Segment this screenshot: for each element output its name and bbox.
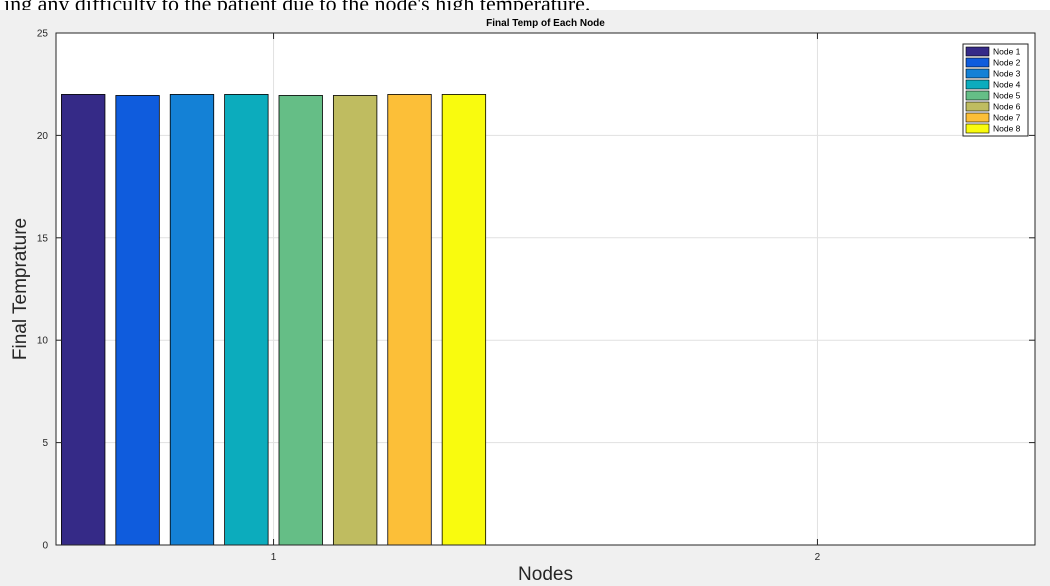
x-tick-label: 1 xyxy=(271,552,277,563)
legend-label: Node 8 xyxy=(993,124,1021,134)
x-tick-label: 2 xyxy=(815,552,821,563)
legend-swatch xyxy=(965,101,990,112)
y-tick-label: 0 xyxy=(42,541,48,552)
y-tick-label: 20 xyxy=(37,131,49,142)
legend-swatch xyxy=(965,57,990,68)
legend-label: Node 3 xyxy=(993,69,1021,79)
legend-label: Node 7 xyxy=(993,113,1021,123)
legend-label: Node 4 xyxy=(993,80,1021,90)
legend-label: Node 6 xyxy=(993,102,1021,112)
bar-node-5 xyxy=(278,95,323,546)
chart-title: Final Temp of Each Node xyxy=(486,18,605,29)
x-axis-title: Nodes xyxy=(518,564,573,585)
y-tick-label: 5 xyxy=(42,438,48,449)
bar-node-2 xyxy=(115,95,160,546)
legend-swatch xyxy=(965,68,990,79)
bar-node-4 xyxy=(224,94,269,546)
y-tick-label: 15 xyxy=(37,233,49,244)
legend-label: Node 5 xyxy=(993,91,1021,101)
figure-window: Final Temp of Each Node Final Temprature… xyxy=(0,10,1050,586)
legend-swatch xyxy=(965,46,990,57)
y-axis-title: Final Temprature xyxy=(10,218,31,360)
bar-node-3 xyxy=(169,94,215,546)
legend-label: Node 2 xyxy=(993,58,1021,68)
bar-chart: Final Temp of Each Node Final Temprature… xyxy=(10,18,1036,585)
legend-swatch xyxy=(965,112,990,123)
legend-swatch xyxy=(965,79,990,90)
axes-box xyxy=(55,32,1036,546)
plot-area xyxy=(56,33,1035,545)
legend-swatch xyxy=(965,123,990,134)
y-tick-label: 10 xyxy=(37,336,49,347)
legend-swatch xyxy=(965,90,990,101)
y-tick-label: 25 xyxy=(37,29,49,40)
bar-node-1 xyxy=(61,94,106,546)
bar-node-7 xyxy=(387,94,432,546)
legend-label: Node 1 xyxy=(993,47,1021,57)
bar-node-6 xyxy=(332,95,378,546)
bar-node-8 xyxy=(441,94,487,546)
